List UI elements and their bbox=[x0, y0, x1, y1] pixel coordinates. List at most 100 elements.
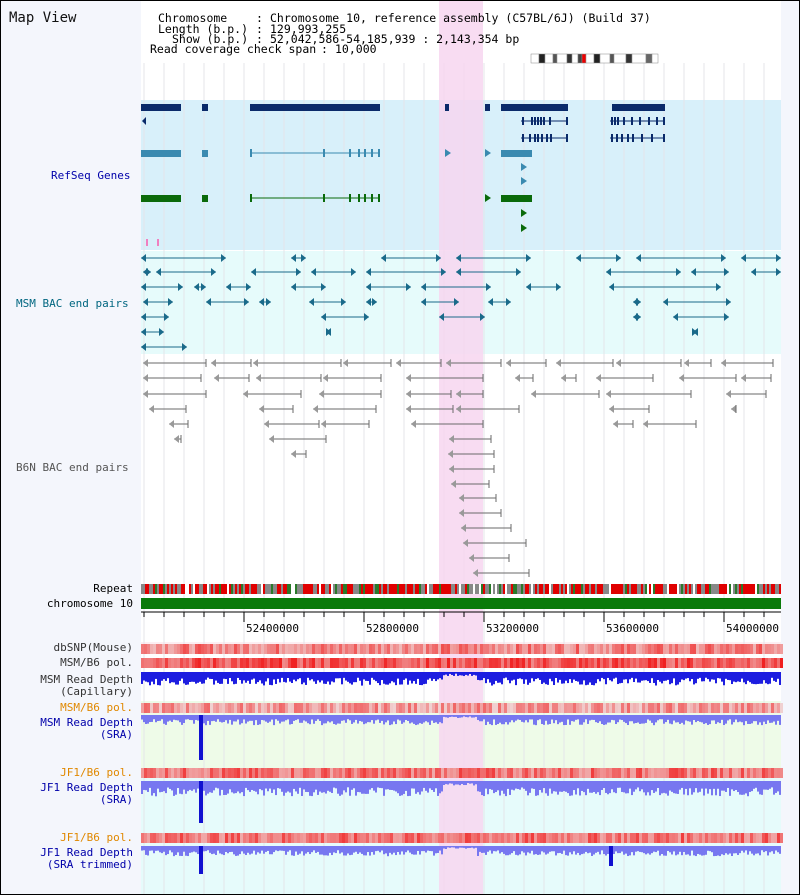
read-depth-bar bbox=[551, 846, 553, 852]
polymorphism-cell bbox=[720, 644, 723, 654]
track-label-msm-bac[interactable]: MSM BAC end pairs bbox=[16, 297, 129, 310]
read-depth-bar bbox=[395, 846, 397, 856]
gene-exon bbox=[531, 117, 533, 125]
read-depth-bar bbox=[363, 672, 365, 680]
read-depth-bar bbox=[541, 846, 543, 852]
repeat-element bbox=[557, 584, 559, 594]
read-depth-bar bbox=[733, 781, 735, 792]
repeat-element bbox=[329, 584, 331, 594]
polymorphism-cell bbox=[222, 833, 225, 843]
chromosome-ideogram-band bbox=[571, 53, 579, 64]
polymorphism-cell bbox=[285, 703, 288, 713]
polymorphism-cell bbox=[675, 833, 678, 843]
polymorphism-cell bbox=[537, 644, 540, 654]
polymorphism-cell bbox=[504, 703, 507, 713]
read-depth-bar bbox=[619, 781, 621, 788]
polymorphism-cell bbox=[645, 703, 648, 713]
read-depth-bar bbox=[291, 846, 293, 856]
read-depth-bar bbox=[553, 846, 555, 852]
read-depth-bar bbox=[313, 846, 315, 851]
read-depth-bar bbox=[493, 715, 495, 720]
polymorphism-cell bbox=[657, 703, 660, 713]
polymorphism-cell bbox=[612, 658, 615, 668]
bac-end-marker bbox=[446, 359, 451, 367]
track-label-refseq[interactable]: RefSeq Genes bbox=[51, 169, 131, 182]
read-depth-bar bbox=[251, 672, 253, 680]
read-depth-bar bbox=[603, 846, 605, 855]
polymorphism-cell bbox=[216, 833, 219, 843]
polymorphism-cell bbox=[435, 768, 438, 778]
read-depth-bar bbox=[331, 715, 333, 722]
read-depth-bar bbox=[369, 846, 371, 856]
read-depth-bar bbox=[613, 846, 615, 855]
polymorphism-cell bbox=[141, 644, 144, 654]
read-depth-bar bbox=[527, 672, 529, 685]
repeat-element bbox=[197, 584, 199, 594]
read-depth-bar bbox=[155, 715, 157, 723]
read-depth-bar bbox=[569, 672, 571, 680]
repeat-element bbox=[679, 584, 681, 594]
read-depth-bar bbox=[217, 672, 219, 683]
read-depth-bar bbox=[377, 715, 379, 720]
read-depth-bar bbox=[761, 672, 763, 684]
read-depth-bar bbox=[595, 715, 597, 723]
polymorphism-cell bbox=[213, 768, 216, 778]
repeat-element bbox=[691, 584, 693, 594]
polymorphism-cell bbox=[345, 768, 348, 778]
polymorphism-cell bbox=[603, 644, 606, 654]
read-depth-bar bbox=[417, 715, 419, 725]
read-depth-bar bbox=[445, 846, 447, 850]
read-depth-bar bbox=[741, 672, 743, 679]
polymorphism-cell bbox=[669, 658, 672, 668]
polymorphism-cell bbox=[243, 658, 246, 668]
read-depth-bar bbox=[245, 781, 247, 788]
gene-exon bbox=[371, 149, 373, 157]
polymorphism-cell bbox=[675, 644, 678, 654]
read-depth-bar bbox=[325, 846, 327, 856]
repeat-element bbox=[511, 584, 513, 594]
polymorphism-cell bbox=[402, 768, 405, 778]
read-depth-bar bbox=[747, 672, 749, 681]
read-depth-bar bbox=[487, 846, 489, 852]
read-depth-bar bbox=[313, 781, 315, 793]
bac-end-marker bbox=[721, 254, 726, 262]
chromosome-ideogram-band bbox=[593, 53, 601, 64]
read-depth-bar bbox=[327, 846, 329, 856]
polymorphism-cell bbox=[549, 644, 552, 654]
polymorphism-cell bbox=[144, 644, 147, 654]
read-depth-bar bbox=[215, 781, 217, 788]
repeat-element bbox=[409, 584, 411, 594]
read-depth-bar bbox=[751, 781, 753, 792]
repeat-element bbox=[695, 584, 697, 594]
read-depth-bar bbox=[175, 846, 177, 855]
polymorphism-cell bbox=[630, 833, 633, 843]
polymorphism-cell bbox=[237, 768, 240, 778]
read-depth-bar bbox=[631, 715, 633, 722]
read-depth-bar bbox=[693, 715, 695, 721]
polymorphism-cell bbox=[654, 644, 657, 654]
polymorphism-cell bbox=[336, 658, 339, 668]
read-depth-bar bbox=[403, 781, 405, 794]
repeat-element bbox=[141, 584, 143, 594]
polymorphism-cell bbox=[486, 833, 489, 843]
read-depth-bar bbox=[423, 846, 425, 852]
read-depth-bar bbox=[225, 715, 227, 721]
read-depth-bar bbox=[769, 781, 771, 789]
track-label-b6n-bac[interactable]: B6N BAC end pairs bbox=[16, 461, 129, 474]
polymorphism-cell bbox=[570, 768, 573, 778]
polymorphism-cell bbox=[594, 768, 597, 778]
read-depth-bar bbox=[551, 715, 553, 720]
read-depth-bar bbox=[483, 715, 485, 720]
polymorphism-cell bbox=[225, 833, 228, 843]
polymorphism-cell bbox=[666, 644, 669, 654]
repeat-element bbox=[245, 584, 247, 594]
polymorphism-cell bbox=[576, 703, 579, 713]
repeat-element bbox=[709, 584, 711, 594]
polymorphism-cell bbox=[528, 644, 531, 654]
read-depth-bar bbox=[517, 672, 519, 679]
read-depth-bar bbox=[463, 672, 465, 677]
track-label-jf1-depth-sra: JF1 Read Depth (SRA) bbox=[40, 781, 133, 806]
read-depth-bar bbox=[659, 781, 661, 796]
read-depth-bar bbox=[305, 846, 307, 854]
